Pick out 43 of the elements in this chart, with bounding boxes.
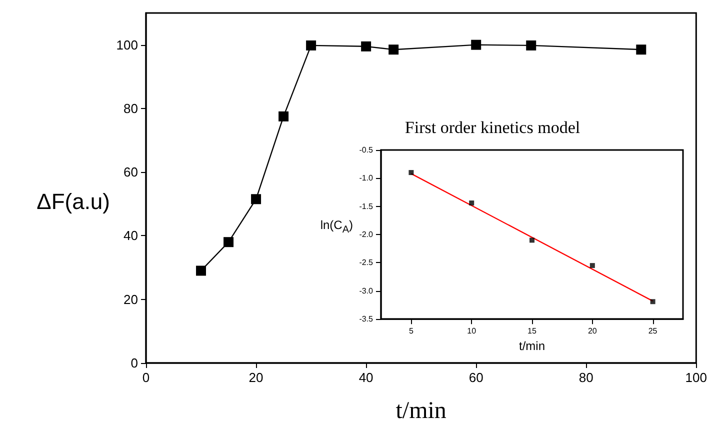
y-tick-label: 20: [124, 292, 138, 307]
y-tick-label: -3.5: [359, 314, 374, 324]
y-axis-title: ΔF(a.u): [36, 189, 110, 214]
y-axis-title: ln(C$_{A}$): [320, 218, 353, 236]
point: [388, 44, 399, 55]
x-tick-label: 0: [142, 370, 150, 385]
x-tick-label: 25: [648, 326, 658, 336]
point: [526, 40, 536, 50]
point: [636, 44, 646, 55]
x-axis-title: t/min: [396, 398, 446, 424]
point: [278, 111, 289, 122]
point: [471, 40, 482, 50]
x-tick-label: 80: [578, 370, 594, 385]
y-tick-label: 80: [124, 100, 138, 116]
y-tick-label: 0: [130, 356, 138, 370]
y-tick-label: -1.0: [359, 174, 374, 183]
x-tick-label: 10: [467, 326, 477, 336]
x-tick-label: 20: [248, 370, 264, 385]
x-tick-label: 20: [588, 326, 598, 336]
y-tick-label: 100: [116, 37, 138, 52]
point: [224, 237, 234, 248]
y-tick-label: -2.5: [359, 258, 374, 268]
point: [361, 41, 372, 52]
x-tick-label: 15: [528, 326, 537, 336]
y-tick-label: 40: [124, 228, 138, 244]
y-tick-label: 60: [124, 164, 138, 180]
x-tick-label: 60: [468, 370, 484, 385]
point: [530, 238, 534, 243]
point: [251, 194, 262, 204]
x-axis-title: t/min: [518, 339, 546, 353]
chart-title: First order kinetics model: [404, 118, 580, 137]
point: [650, 299, 656, 304]
x-tick-label: 100: [685, 370, 708, 385]
point: [469, 200, 474, 206]
point: [590, 263, 595, 268]
point: [408, 170, 414, 176]
y-tick-label: -2.0: [359, 230, 374, 240]
y-tick-label: -0.5: [359, 146, 374, 154]
x-tick-label: 5: [408, 326, 414, 336]
point: [196, 266, 206, 276]
y-tick-label: -3.0: [359, 286, 374, 296]
y-tick-label: -1.5: [359, 202, 374, 211]
point: [306, 40, 316, 50]
